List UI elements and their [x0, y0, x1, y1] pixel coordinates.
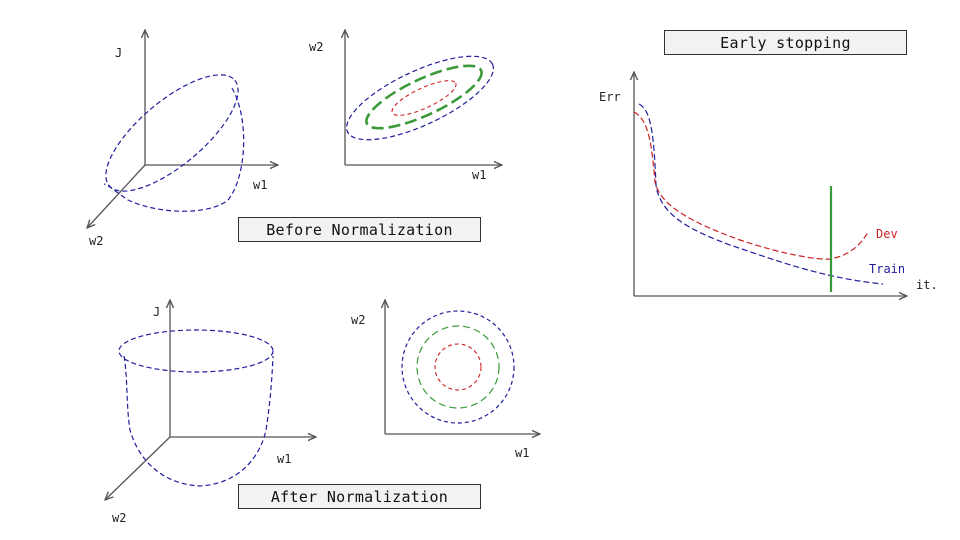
after-surface-w1-label: w1 — [277, 452, 292, 466]
before-contour-middle — [365, 64, 483, 130]
after-surface-j-label: J — [153, 305, 161, 319]
before-surface-w2-label: w2 — [89, 234, 104, 248]
after-contour-inner — [434, 343, 482, 391]
after-contour-outer — [401, 310, 515, 424]
before-contour-w1-label: w1 — [472, 168, 487, 182]
after-contour-w2-label: w2 — [351, 313, 366, 327]
early-stopping-y-label: Err — [599, 90, 621, 104]
before-surface-j-label: J — [115, 46, 123, 60]
before-contour-w2-label: w2 — [309, 40, 324, 54]
after-surface-w2-label: w2 — [112, 511, 127, 525]
after-surface-3d — [105, 300, 316, 500]
dev-series-label: Dev — [876, 227, 898, 241]
train-series-label: Train — [869, 262, 906, 276]
after-contour-plot — [385, 300, 540, 434]
before-contour-inner — [391, 80, 457, 116]
before-contour-plot — [336, 30, 504, 165]
early-stopping-chart — [634, 72, 907, 296]
after-contour-w1-label: w1 — [515, 446, 530, 460]
before-surface-3d — [87, 30, 278, 228]
train-curve — [638, 103, 884, 285]
before-surface-w2-axis — [87, 164, 146, 228]
after-surface-w2-axis — [105, 436, 171, 500]
before-surface-w1-label: w1 — [253, 178, 268, 192]
before-normalization-caption: Before Normalization — [238, 217, 481, 242]
early-stopping-x-label: it. — [916, 278, 938, 292]
before-surface-bowl — [103, 87, 245, 212]
early-stopping-title: Early stopping — [664, 30, 907, 55]
after-surface-bowl — [123, 355, 274, 487]
before-surface-rim — [105, 74, 239, 192]
before-contour-outer — [346, 55, 494, 141]
after-contour-middle — [416, 325, 500, 409]
after-normalization-caption: After Normalization — [238, 484, 481, 509]
after-surface-rim — [118, 329, 274, 373]
dev-curve — [633, 111, 869, 260]
